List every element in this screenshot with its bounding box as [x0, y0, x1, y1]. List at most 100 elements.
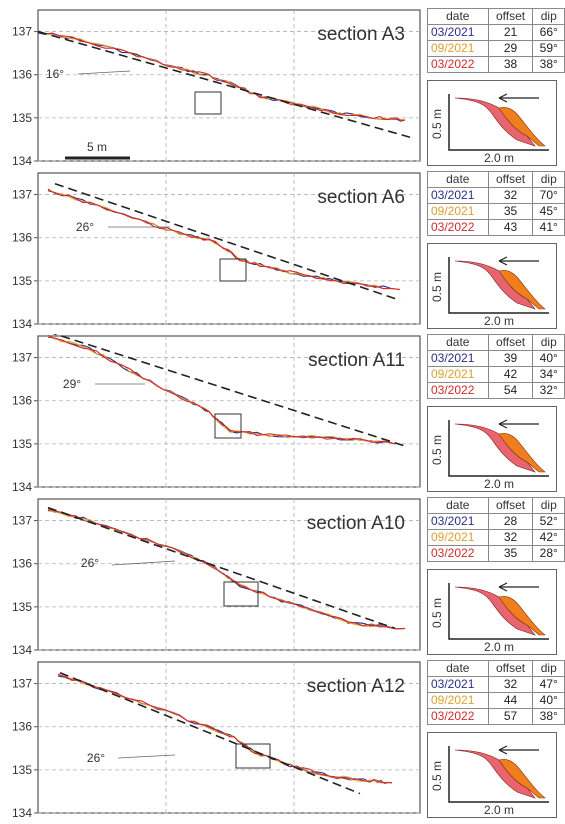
- y-tick-label: 135: [12, 763, 32, 777]
- dip-cell: 41°: [532, 219, 565, 236]
- y-tick-label: 136: [12, 720, 32, 734]
- profile-line-03-2022: [47, 508, 406, 630]
- profile-line-03-2022: [47, 190, 401, 291]
- profile-chart: 137 136 135 134 section A6 26°: [12, 172, 421, 331]
- y-tick-label: 135: [12, 274, 32, 288]
- date-cell: 03/2021: [427, 187, 489, 204]
- date-cell: 09/2021: [427, 529, 489, 546]
- angle-leader: [117, 754, 176, 759]
- table-row: 03/2022 35 28°: [427, 545, 565, 562]
- offset-dip-table: date offset dip 03/2021 32 70° 09/2021 35 45° 03/…: [427, 171, 565, 236]
- inset-axes: [448, 94, 549, 151]
- detail-box: [194, 91, 222, 115]
- dip-cell: 28°: [532, 545, 565, 562]
- profile-line-03-2022: [47, 336, 396, 445]
- inset-x-label: 2.0 m: [484, 640, 514, 654]
- scarp-fill-orange: [498, 432, 546, 473]
- arrow-left-icon: [498, 256, 508, 266]
- scarp-fill-orange: [498, 106, 546, 147]
- date-cell: 09/2021: [427, 40, 489, 57]
- profile-chart: 137 136 135 134 section A3 16° 5 m: [12, 9, 421, 168]
- profile-line-03-2022: [37, 30, 406, 122]
- offset-dip-table: date offset dip 03/2021 21 66° 09/2021 29 59° 03/…: [427, 8, 565, 73]
- table-header-offset: offset: [487, 334, 534, 351]
- trend-line: [52, 334, 406, 447]
- trend-line: [47, 506, 396, 630]
- trend-angle-label: 26°: [76, 220, 94, 234]
- y-tick-label: 134: [12, 480, 32, 494]
- dip-cell: 70°: [532, 187, 565, 204]
- trend-angle-label: 26°: [81, 556, 99, 570]
- table-header-dip: dip: [532, 8, 565, 25]
- table-header-offset: offset: [487, 171, 534, 188]
- offset-cell: 32: [487, 187, 534, 204]
- plot-frame: [37, 661, 421, 814]
- table-row: 03/2021 39 40°: [427, 350, 565, 367]
- profile-chart: 137 136 135 134 section A12 26°: [12, 661, 421, 820]
- dip-cell: 47°: [532, 676, 565, 693]
- profile-chart: 137 136 135 134 section A11 29°: [12, 334, 421, 494]
- offset-cell: 35: [487, 203, 534, 220]
- offset-cell: 28: [487, 513, 534, 530]
- trend-line: [54, 183, 401, 302]
- arrow-left-icon: [498, 582, 508, 592]
- offset-dip-table: date offset dip 03/2021 39 40° 09/2021 42 34° 03/…: [427, 334, 565, 399]
- dip-cell: 66°: [532, 24, 565, 41]
- chart-panel: 137 136 135 134 section A3 16° 5 m date offset di…: [0, 8, 565, 170]
- detail-box: [235, 743, 271, 769]
- y-tick-label: 136: [12, 394, 32, 408]
- inset-y-label: 0.5 m: [430, 598, 444, 628]
- dip-cell: 40°: [532, 350, 565, 367]
- trend-angle-label: 16°: [46, 67, 64, 81]
- chart-panel: 137 136 135 134 section A6 26° date offset dip 03…: [0, 171, 565, 333]
- table-header-date: date: [427, 171, 489, 188]
- detail-inset: 2.0 m 0.5 m: [427, 732, 557, 818]
- table-header-date: date: [427, 660, 489, 677]
- date-cell: 03/2022: [427, 56, 489, 73]
- inset-y-label: 0.5 m: [430, 435, 444, 465]
- offset-cell: 54: [487, 382, 534, 399]
- scarp-fill-red: [454, 260, 536, 310]
- dip-cell: 42°: [532, 529, 565, 546]
- offset-cell: 39: [487, 350, 534, 367]
- dip-cell: 32°: [532, 382, 565, 399]
- date-cell: 09/2021: [427, 692, 489, 709]
- trend-line: [37, 30, 411, 139]
- y-tick-label: 134: [12, 317, 32, 331]
- y-tick-label: 134: [12, 643, 32, 657]
- scale-bar-label: 5 m: [87, 140, 107, 154]
- y-tick-label: 135: [12, 437, 32, 451]
- detail-inset: 2.0 m 0.5 m: [427, 243, 557, 329]
- y-tick-label: 137: [12, 351, 32, 365]
- y-tick-label: 137: [12, 25, 32, 39]
- offset-cell: 32: [487, 529, 534, 546]
- scarp-fill-orange: [498, 269, 546, 310]
- offset-dip-table: date offset dip 03/2021 28 52° 09/2021 32 42° 03/…: [427, 497, 565, 562]
- table-header-date: date: [427, 497, 489, 514]
- scarp-fill-orange: [498, 595, 546, 636]
- offset-cell: 42: [487, 366, 534, 383]
- inset-x-label: 2.0 m: [484, 803, 514, 817]
- detail-inset: 2.0 m 0.5 m: [427, 80, 557, 166]
- table-header-offset: offset: [487, 660, 534, 677]
- y-tick-label: 135: [12, 111, 32, 125]
- angle-leader: [111, 560, 176, 566]
- offset-cell: 35: [487, 545, 534, 562]
- offset-cell: 57: [487, 708, 534, 725]
- profile-chart: 137 136 135 134 section A10 26°: [12, 498, 421, 657]
- table-header-date: date: [427, 8, 489, 25]
- section-title: section A10: [307, 513, 405, 534]
- table-row: 09/2021 35 45°: [427, 203, 565, 220]
- y-tick-label: 136: [12, 231, 32, 245]
- section-title: section A6: [317, 187, 405, 208]
- table-row: 03/2021 21 66°: [427, 24, 565, 41]
- scarp-fill-orange: [498, 758, 546, 799]
- arrow-left-icon: [498, 419, 508, 429]
- y-tick-label: 135: [12, 600, 32, 614]
- inset-axes: [448, 420, 549, 477]
- table-header-dip: dip: [532, 171, 565, 188]
- dip-cell: 38°: [532, 708, 565, 725]
- detail-box: [223, 581, 259, 607]
- y-tick-label: 134: [12, 154, 32, 168]
- date-cell: 03/2022: [427, 708, 489, 725]
